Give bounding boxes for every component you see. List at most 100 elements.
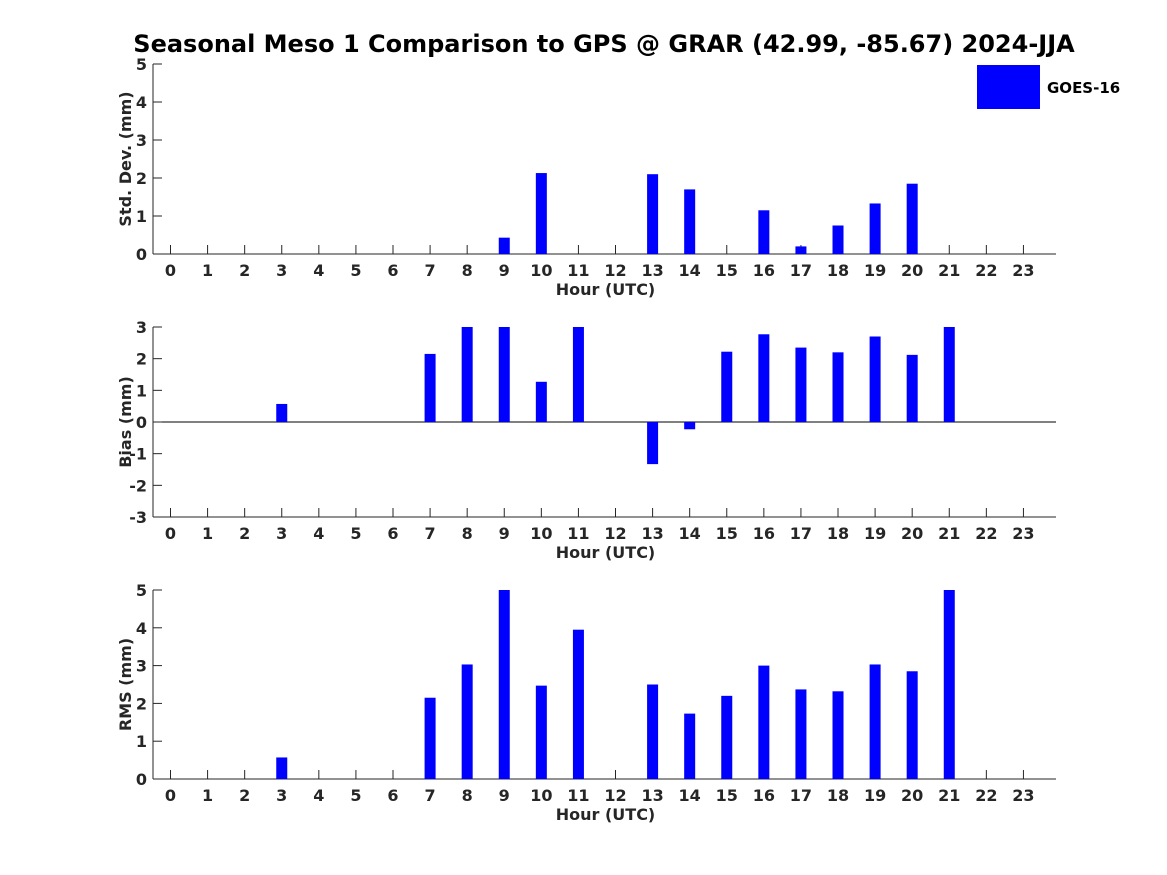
x-tick-label: 2 — [239, 261, 250, 280]
x-tick-label: 8 — [462, 786, 473, 805]
bar-hour-17 — [795, 347, 807, 422]
bar-hour-19 — [869, 664, 881, 779]
x-tick-label: 3 — [276, 786, 287, 805]
y-tick-label: 4 — [136, 93, 147, 112]
x-tick-label: 20 — [901, 786, 923, 805]
x-tick-label: 8 — [462, 261, 473, 280]
x-tick-label: 16 — [753, 524, 775, 543]
y-tick-label: 4 — [136, 619, 147, 638]
x-tick-label: 8 — [462, 524, 473, 543]
bar-hour-18 — [832, 225, 844, 254]
bar-hour-21 — [943, 590, 955, 779]
bar-hour-10 — [535, 173, 547, 254]
x-tick-label: 11 — [567, 261, 589, 280]
bar-hour-10 — [535, 381, 547, 422]
bar-hour-9 — [498, 237, 510, 254]
bar-hour-18 — [832, 352, 844, 422]
y-tick-label: 3 — [136, 657, 147, 676]
bar-hour-3 — [276, 403, 288, 422]
x-tick-label: 11 — [567, 524, 589, 543]
figure-title: Seasonal Meso 1 Comparison to GPS @ GRAR… — [133, 30, 1075, 58]
bar-hour-14 — [684, 713, 696, 779]
bar-hour-13 — [647, 174, 659, 254]
x-tick-label: 12 — [604, 261, 626, 280]
x-tick-label: 21 — [938, 261, 960, 280]
x-tick-label: 18 — [827, 786, 849, 805]
x-tick-label: 23 — [1012, 786, 1034, 805]
bar-hour-21 — [943, 327, 955, 422]
x-tick-label: 17 — [790, 786, 812, 805]
x-tick-label: 2 — [239, 786, 250, 805]
x-tick-label: 19 — [864, 786, 886, 805]
bar-hour-15 — [721, 695, 733, 779]
x-tick-label: 22 — [975, 524, 997, 543]
x-tick-label: 0 — [165, 786, 176, 805]
bar-hour-11 — [572, 327, 584, 422]
x-axis-label: Hour (UTC) — [556, 280, 656, 299]
y-axis-label: Std. Dev. (mm) — [116, 91, 135, 226]
x-tick-label: 10 — [530, 524, 552, 543]
x-tick-label: 9 — [499, 524, 510, 543]
x-tick-label: 2 — [239, 524, 250, 543]
x-tick-label: 3 — [276, 261, 287, 280]
y-tick-label: -2 — [129, 476, 147, 495]
y-tick-label: -1 — [129, 445, 147, 464]
x-tick-label: 18 — [827, 524, 849, 543]
bar-hour-7 — [424, 697, 436, 779]
bar-hour-20 — [906, 183, 918, 254]
bar-hour-14 — [684, 422, 696, 430]
y-tick-label: 3 — [136, 131, 147, 150]
bar-hour-7 — [424, 353, 436, 422]
x-tick-label: 16 — [753, 786, 775, 805]
y-tick-label: 1 — [136, 732, 147, 751]
x-tick-label: 14 — [679, 524, 701, 543]
bar-hour-20 — [906, 671, 918, 779]
bar-hour-19 — [869, 203, 881, 254]
x-tick-label: 10 — [530, 786, 552, 805]
x-tick-label: 9 — [499, 261, 510, 280]
x-tick-label: 1 — [202, 524, 213, 543]
x-tick-label: 1 — [202, 261, 213, 280]
y-axis-label: Bias (mm) — [116, 376, 135, 468]
x-tick-label: 14 — [679, 261, 701, 280]
y-tick-label: 1 — [136, 381, 147, 400]
bar-hour-17 — [795, 689, 807, 779]
bar-hour-18 — [832, 691, 844, 779]
x-tick-label: 22 — [975, 786, 997, 805]
x-tick-label: 21 — [938, 786, 960, 805]
bar-hour-8 — [461, 327, 473, 422]
x-tick-label: 7 — [425, 786, 436, 805]
y-tick-label: 2 — [136, 694, 147, 713]
legend-swatch-goes-16 — [977, 65, 1040, 109]
x-tick-label: 6 — [387, 524, 398, 543]
bar-hour-8 — [461, 664, 473, 779]
x-tick-label: 5 — [350, 786, 361, 805]
bar-hour-16 — [758, 665, 770, 779]
y-tick-label: 2 — [136, 350, 147, 369]
y-axis-label: RMS (mm) — [116, 638, 135, 731]
bar-hour-13 — [647, 422, 659, 465]
bar-hour-16 — [758, 334, 770, 422]
x-tick-label: 0 — [165, 524, 176, 543]
x-tick-label: 12 — [604, 524, 626, 543]
y-tick-label: 5 — [136, 581, 147, 600]
bar-hour-9 — [498, 590, 510, 779]
x-tick-label: 5 — [350, 261, 361, 280]
x-tick-label: 11 — [567, 786, 589, 805]
x-tick-label: 6 — [387, 786, 398, 805]
y-tick-label: 1 — [136, 207, 147, 226]
x-tick-label: 1 — [202, 786, 213, 805]
x-tick-label: 20 — [901, 524, 923, 543]
x-tick-label: 17 — [790, 261, 812, 280]
bar-hour-14 — [684, 189, 696, 254]
x-axis-label: Hour (UTC) — [556, 805, 656, 824]
x-tick-label: 21 — [938, 524, 960, 543]
x-tick-label: 12 — [604, 786, 626, 805]
x-tick-label: 19 — [864, 524, 886, 543]
y-tick-label: 0 — [136, 770, 147, 789]
bar-hour-13 — [647, 684, 659, 779]
